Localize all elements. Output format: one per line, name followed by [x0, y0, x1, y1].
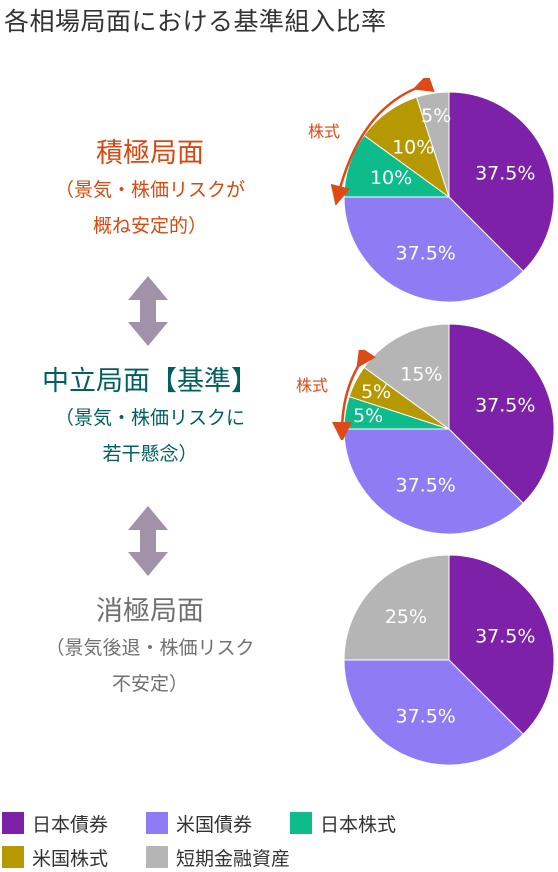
slice-label: 37.5% [475, 395, 535, 417]
pie-slice [343, 428, 524, 535]
phase-name: 中立局面【基準】 [42, 366, 258, 397]
pie-slice [343, 659, 524, 766]
double-arrow-icon [128, 506, 168, 576]
legend-item: 日本債券 [2, 808, 108, 838]
page-title: 各相場局面における基準組入比率 [4, 7, 387, 36]
pie-slice [448, 323, 555, 504]
phase-desc-line2: 概ね安定的） [92, 215, 207, 237]
stock-arc-icon [332, 350, 376, 440]
pie-slice [448, 554, 555, 735]
slice-label: 37.5% [396, 474, 456, 496]
slice-label: 37.5% [475, 163, 535, 185]
pie-chart-defensive: 37.5% 37.5% 25% [340, 551, 558, 769]
slice-label: 15% [400, 364, 442, 386]
legend-label: 米国株式 [32, 847, 109, 870]
pie-slice [343, 554, 450, 661]
legend-item: 米国債券 [146, 808, 252, 838]
double-arrow-icon [128, 276, 168, 346]
phase-neutral: 中立局面【基準】 （景気・株価リスクに 若干懸念） [0, 364, 300, 472]
phase-defensive: 消極局面 （景気後退・株価リスク 不安定） [0, 594, 300, 702]
slice-label: 37.5% [396, 705, 456, 727]
legend-label: 米国債券 [176, 813, 253, 836]
phase-active: 積極局面 （景気・株価リスクが 概ね安定的） [0, 136, 300, 244]
phase-desc-line1: （景気・株価リスクに [54, 407, 245, 429]
legend-swatch [2, 846, 24, 868]
pie-slice [343, 196, 524, 303]
legend-swatch [146, 812, 168, 834]
legend-label: 日本債券 [32, 813, 109, 836]
phase-desc-line1: （景気後退・株価リスク [45, 637, 255, 659]
legend-item: 日本株式 [290, 808, 396, 838]
slice-label: 37.5% [396, 242, 456, 264]
pie-svg: 37.5%37.5%5%5%15% [343, 323, 555, 535]
legend-swatch [2, 812, 24, 834]
phase-name: 積極局面 [96, 138, 204, 169]
legend-item: 短期金融資産 [146, 842, 290, 872]
legend-swatch [290, 812, 312, 834]
stock-label: 株式 [296, 376, 329, 395]
phase-desc-line2: 若干懸念） [102, 443, 198, 465]
pie-slice [448, 91, 555, 272]
phase-desc-line2: 不安定） [111, 673, 188, 695]
legend-swatch [146, 846, 168, 868]
phase-name: 消極局面 [96, 596, 204, 627]
pie-chart-neutral: 37.5% 37.5% 5% 5% 15% [340, 320, 558, 538]
slice-label: 25% [385, 606, 427, 628]
phase-desc-line1: （景気・株価リスクが [54, 179, 245, 201]
stock-arc-icon [330, 78, 435, 206]
slice-label: 37.5% [475, 626, 535, 648]
legend-label: 日本株式 [320, 813, 397, 836]
pie-svg: 37.5% 37.5% 25% [343, 554, 555, 766]
legend-label: 短期金融資産 [176, 847, 291, 870]
legend-item: 米国株式 [2, 842, 108, 872]
